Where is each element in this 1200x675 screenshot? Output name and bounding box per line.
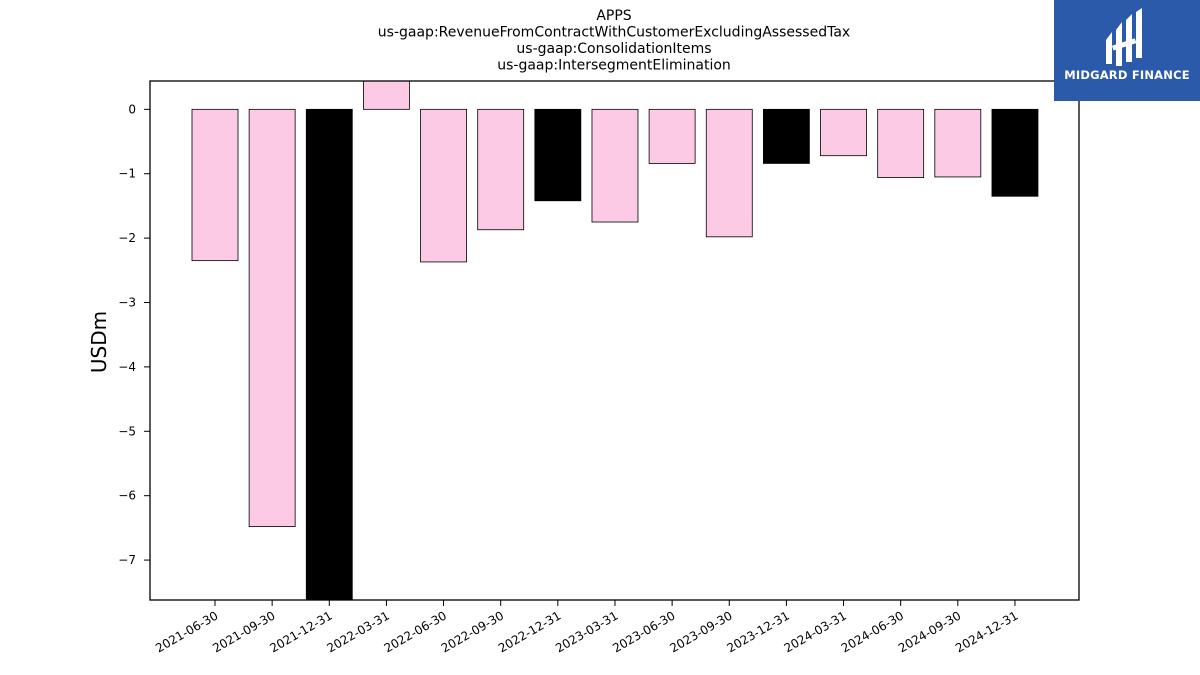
x-tick-label: 2024-12-31 — [953, 608, 1020, 655]
bar-2023-06-30 — [648, 108, 696, 164]
y-tick-label: −1 — [118, 167, 136, 181]
x-tick-label: 2024-03-31 — [782, 608, 849, 655]
bar-2023-12-31 — [763, 108, 810, 164]
y-tick-label: −6 — [118, 489, 136, 503]
bar-2021-09-30 — [248, 108, 296, 527]
x-tick-label: 2022-12-31 — [496, 608, 563, 655]
y-tick-label: −3 — [118, 296, 136, 310]
bar-2021-12-31 — [305, 108, 353, 600]
y-tick-label: −5 — [118, 424, 136, 438]
chart-title: APPSus-gaap:RevenueFromContractWithCusto… — [378, 8, 850, 74]
y-axis-ticks: 0 −1 −2 −3 −4 −5 −6 −7 — [118, 102, 150, 567]
bar-2024-09-30 — [934, 108, 982, 178]
x-tick-label: 2023-03-31 — [553, 608, 620, 655]
chart-title-line: us-gaap:IntersegmentElimination — [497, 58, 731, 74]
x-tick-label: 2022-09-30 — [439, 608, 506, 655]
chart-title-line: APPS — [596, 8, 631, 24]
brand-logo: MIDGARD FINANCE — [1054, 0, 1200, 101]
x-axis-ticks: 2021-06-302021-09-302021-12-312022-03-31… — [153, 600, 1020, 655]
y-tick-label: −2 — [118, 231, 136, 245]
bar-2024-06-30 — [877, 108, 925, 178]
x-tick-label: 2023-09-30 — [667, 608, 734, 655]
midgard-logo-icon — [1106, 8, 1142, 66]
x-tick-label: 2024-06-30 — [839, 608, 906, 655]
x-tick-label: 2023-12-31 — [724, 608, 791, 655]
y-tick-label: 0 — [128, 102, 136, 116]
chart-title-line: us-gaap:ConsolidationItems — [516, 41, 711, 57]
bar-2024-03-31 — [820, 108, 867, 157]
y-tick-label: −7 — [118, 553, 136, 567]
bars-group — [191, 81, 1039, 600]
bar-2022-12-31 — [534, 108, 582, 202]
y-tick-label: −4 — [118, 360, 136, 374]
bar-2022-09-30 — [477, 108, 525, 231]
bar-2022-06-30 — [420, 108, 467, 263]
y-axis-label: USDm — [87, 311, 111, 373]
x-tick-label: 2023-06-30 — [610, 608, 677, 655]
x-tick-label: 2021-12-31 — [267, 608, 334, 655]
bar-2023-09-30 — [705, 108, 753, 238]
bar-2023-03-31 — [591, 108, 639, 223]
x-tick-label: 2021-06-30 — [153, 608, 220, 655]
x-tick-label: 2021-09-30 — [210, 608, 277, 655]
bar-2024-12-31 — [991, 108, 1039, 197]
x-tick-label: 2022-03-31 — [325, 608, 392, 655]
chart-title-line: us-gaap:RevenueFromContractWithCustomerE… — [378, 25, 850, 41]
x-tick-label: 2022-06-30 — [382, 608, 449, 655]
bar-2022-03-31 — [363, 81, 410, 110]
bar-2021-06-30 — [191, 108, 239, 262]
x-tick-label: 2024-09-30 — [896, 608, 963, 655]
brand-name: MIDGARD FINANCE — [1064, 68, 1190, 82]
